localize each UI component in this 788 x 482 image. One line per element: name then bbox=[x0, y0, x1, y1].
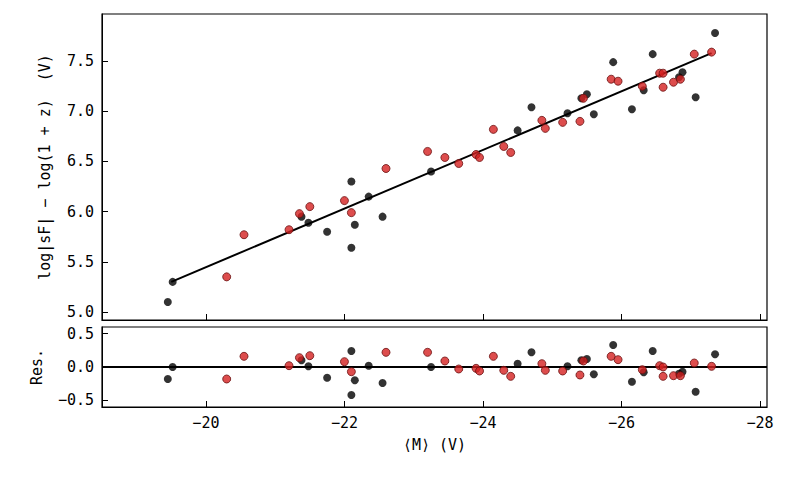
svg-text:7.0: 7.0 bbox=[67, 102, 94, 120]
svg-text:−20: −20 bbox=[192, 414, 219, 432]
svg-text:−24: −24 bbox=[469, 414, 496, 432]
svg-text:⟨M⟩ (V): ⟨M⟩ (V) bbox=[403, 436, 466, 454]
svg-text:7.5: 7.5 bbox=[67, 52, 94, 70]
svg-text:−0.5: −0.5 bbox=[58, 391, 94, 409]
svg-text:−28: −28 bbox=[747, 414, 774, 432]
svg-text:0.5: 0.5 bbox=[67, 325, 94, 343]
svg-text:Res.: Res. bbox=[28, 349, 46, 385]
svg-text:6.5: 6.5 bbox=[67, 152, 94, 170]
svg-text:6.0: 6.0 bbox=[67, 203, 94, 221]
svg-text:5.5: 5.5 bbox=[67, 253, 94, 271]
svg-text:−26: −26 bbox=[608, 414, 635, 432]
svg-text:log|sF| − log(1 + z) (V): log|sF| − log(1 + z) (V) bbox=[36, 54, 54, 280]
svg-text:−22: −22 bbox=[331, 414, 358, 432]
svg-text:0.0: 0.0 bbox=[67, 358, 94, 376]
svg-text:5.0: 5.0 bbox=[67, 303, 94, 321]
